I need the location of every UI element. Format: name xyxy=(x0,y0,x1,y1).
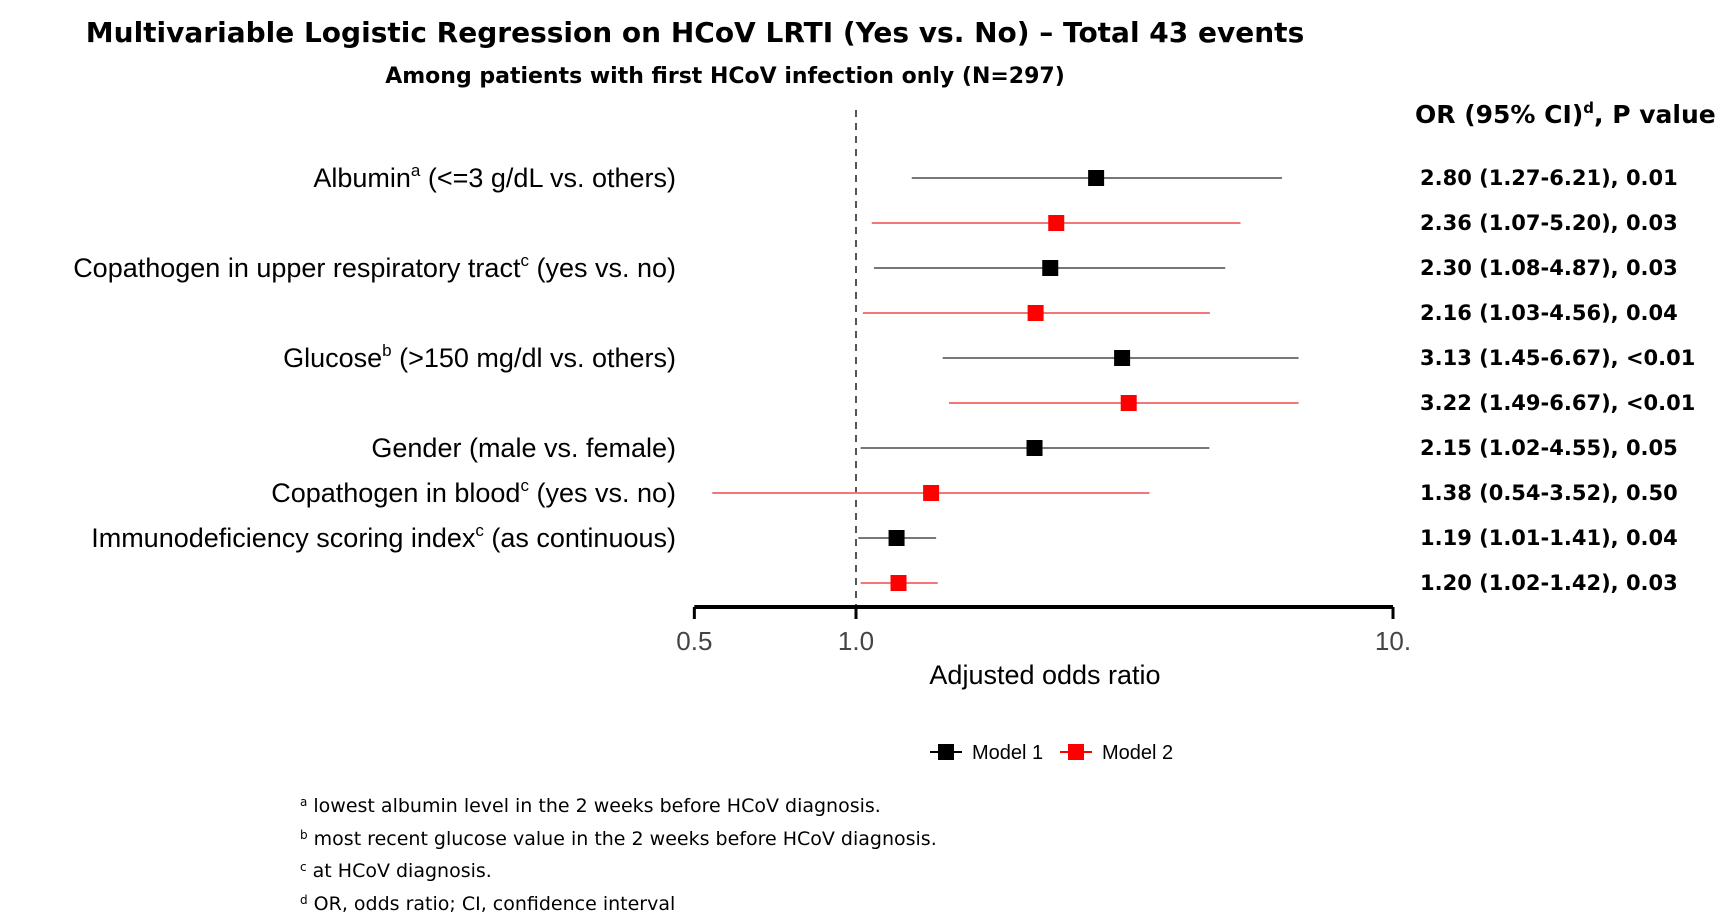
legend-marker-model2 xyxy=(1068,744,1084,760)
variable-label: Copathogen in bloodc (yes vs. no) xyxy=(271,476,676,508)
x-tick-label: 1.0 xyxy=(838,626,874,656)
or-column-header: OR (95% CI)d, P value xyxy=(1415,99,1716,129)
or-point xyxy=(888,530,905,546)
or-point xyxy=(890,575,907,591)
legend-label-model1: Model 1 xyxy=(972,742,1043,764)
x-tick-label: 0.5 xyxy=(676,626,712,656)
variable-label: Immunodeficiency scoring indexc (as cont… xyxy=(91,521,676,553)
or-point xyxy=(1026,440,1043,456)
or-value-label: 1.19 (1.01-1.41), 0.04 xyxy=(1420,526,1678,550)
footnote-d: d OR, odds ratio; CI, confidence interva… xyxy=(300,892,676,915)
or-value-label: 2.36 (1.07-5.20), 0.03 xyxy=(1420,211,1678,235)
or-point xyxy=(1088,170,1105,186)
footnotes: a lowest albumin level in the 2 weeks be… xyxy=(300,788,937,918)
or-value-label: 2.30 (1.08-4.87), 0.03 xyxy=(1420,256,1678,280)
variable-label: Gender (male vs. female) xyxy=(371,433,676,463)
legend-label-model2: Model 2 xyxy=(1102,742,1173,764)
x-tick-label: 10. xyxy=(1375,626,1411,656)
footnote-a: a lowest albumin level in the 2 weeks be… xyxy=(300,795,881,817)
or-value-label: 3.13 (1.45-6.67), <0.01 xyxy=(1420,346,1695,370)
or-point xyxy=(1114,350,1131,366)
legend-marker-model1 xyxy=(938,744,954,760)
or-point xyxy=(1027,305,1044,321)
or-point xyxy=(923,485,940,501)
chart-title: Multivariable Logistic Regression on HCo… xyxy=(85,16,1305,49)
or-point xyxy=(1042,260,1059,276)
or-value-label: 2.80 (1.27-6.21), 0.01 xyxy=(1420,166,1678,190)
variable-label: Copathogen in upper respiratory tractc (… xyxy=(73,251,676,283)
variable-label: Glucoseb (>150 mg/dl vs. others) xyxy=(283,341,676,373)
or-value-label: 3.22 (1.49-6.67), <0.01 xyxy=(1420,391,1695,415)
or-point xyxy=(1120,395,1137,411)
or-value-label: 2.16 (1.03-4.56), 0.04 xyxy=(1420,301,1678,325)
x-axis-title: Adjusted odds ratio xyxy=(929,660,1160,690)
chart-subtitle: Among patients with first HCoV infection… xyxy=(385,64,1065,89)
or-value-label: 1.20 (1.02-1.42), 0.03 xyxy=(1420,571,1678,595)
footnote-c: c at HCoV diagnosis. xyxy=(300,860,492,882)
variable-label: Albumina (<=3 g/dL vs. others) xyxy=(313,161,676,193)
or-value-label: 1.38 (0.54-3.52), 0.50 xyxy=(1420,481,1678,505)
forest-plot: 0.5 1.0 10. Adjusted odds ratio Albumina (<=… xyxy=(73,99,1716,764)
footnote-b: b most recent glucose value in the 2 wee… xyxy=(300,827,937,850)
or-point xyxy=(1048,215,1065,231)
or-value-label: 2.15 (1.02-4.55), 0.05 xyxy=(1420,436,1678,460)
